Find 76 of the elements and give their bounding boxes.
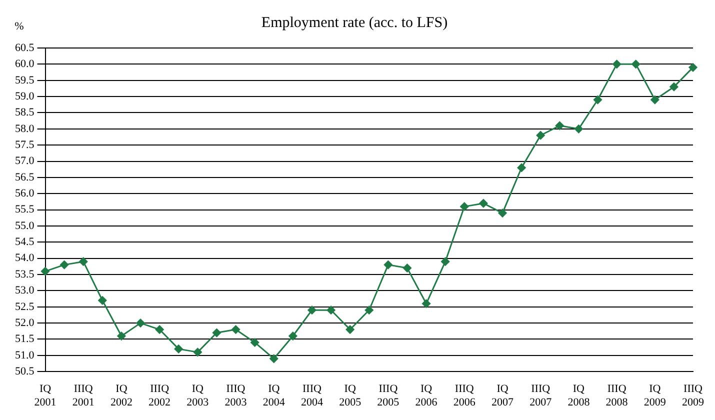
x-tick-label: IIIQ 2002 [148, 383, 171, 408]
x-tick-label: IIIQ 2001 [72, 383, 94, 408]
y-tick-label: 54.0 [15, 252, 35, 264]
point [441, 257, 450, 266]
x-tick-label: IIIQ 2009 [682, 383, 704, 408]
point [688, 63, 698, 72]
y-tick-label: 60.5 [15, 42, 35, 54]
point [117, 332, 126, 340]
x-tick-label: IQ 2009 [644, 383, 666, 408]
point [364, 306, 374, 314]
x-tick-label: IIIQ 2006 [453, 383, 476, 408]
point [536, 131, 545, 140]
x-tick-label: IIIQ 2007 [530, 383, 552, 408]
point [308, 306, 316, 314]
x-tick-label: IQ 2001 [34, 383, 56, 408]
x-tick-label: IQ 2004 [262, 383, 286, 408]
y-tick-label: 55.0 [15, 220, 35, 232]
y-tick-label: 55.5 [15, 204, 35, 216]
y-tick-label: 59.5 [15, 74, 35, 86]
y-tick-label: 59.0 [15, 90, 35, 102]
point [174, 344, 183, 354]
point [270, 354, 278, 363]
point [593, 96, 602, 104]
y-tick-label: 51.5 [15, 333, 35, 346]
point [232, 325, 240, 334]
x-tick-label: IQ 2007 [491, 383, 514, 408]
x-tick-label: IQ 2006 [415, 383, 438, 408]
chart-title: Employment rate (acc. to LFS) [261, 14, 448, 31]
y-tick-label: 56.5 [15, 171, 35, 184]
y-tick-label: 57.0 [15, 155, 35, 168]
point [193, 348, 202, 356]
y-tick-label: 53.0 [15, 284, 35, 297]
y-tick-label: 57.5 [15, 138, 35, 151]
point [41, 267, 50, 276]
point [288, 332, 298, 340]
point [212, 328, 221, 338]
x-tick-label: IQ 2005 [339, 383, 362, 408]
y-tick-label: 50.5 [15, 365, 35, 378]
point [155, 325, 164, 334]
point [346, 325, 354, 334]
y-tick-label: 51.0 [15, 349, 35, 362]
y-tick-label: 58.5 [15, 106, 35, 119]
y-tick-label: 52.5 [15, 300, 35, 313]
x-tick-label: IQ 2002 [110, 383, 132, 408]
y-tick-label: 53.5 [15, 268, 35, 280]
point [402, 264, 412, 272]
x-tick-label: IIIQ 2008 [606, 383, 628, 408]
point [98, 296, 107, 305]
point [79, 257, 88, 266]
point [555, 121, 564, 130]
y-tick-label: 52.0 [15, 316, 35, 329]
point [632, 60, 640, 68]
point [60, 260, 69, 270]
point [422, 299, 431, 308]
point [517, 163, 526, 172]
point [574, 124, 583, 134]
x-tick-label: IQ 2008 [568, 383, 590, 408]
x-tick-label: IIIQ 2004 [300, 383, 324, 408]
point [670, 82, 678, 92]
x-tick-label: IIIQ 2003 [224, 383, 248, 408]
point [650, 96, 660, 104]
point [250, 338, 260, 347]
point [498, 208, 507, 218]
y-tick-label: 54.5 [15, 236, 35, 248]
x-tick-label: IIIQ 2005 [377, 383, 400, 408]
y-tick-label: 60.0 [15, 58, 35, 70]
point [384, 260, 392, 270]
point [479, 199, 488, 208]
point [326, 306, 336, 314]
y-tick-label: 56.0 [15, 188, 35, 200]
point [136, 318, 145, 328]
y-tick-label: 58.0 [15, 122, 35, 135]
y-axis-title: % [14, 20, 24, 32]
x-tick-label: IQ 2003 [186, 383, 210, 408]
point [612, 60, 622, 68]
point [460, 202, 469, 211]
